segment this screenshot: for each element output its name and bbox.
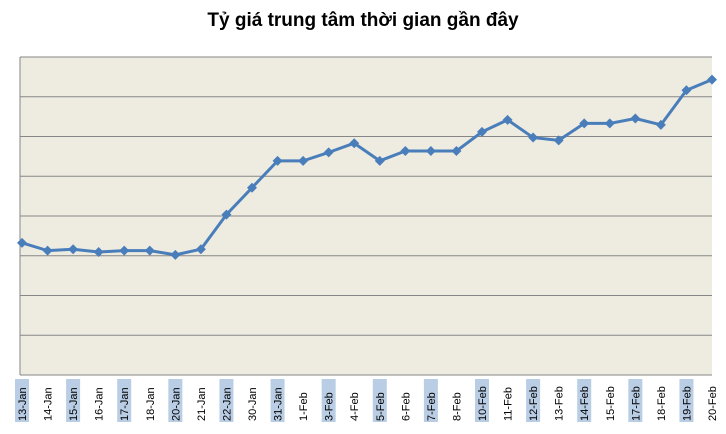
x-tick-label-bg	[449, 379, 464, 422]
x-tick-label-bg	[679, 379, 694, 422]
data-point	[681, 85, 692, 96]
x-tick-label: 15-Jan	[68, 387, 80, 421]
data-point	[528, 132, 539, 143]
x-tick-label-bg	[40, 379, 55, 422]
x-tick-label-bg	[475, 379, 489, 422]
x-tick-label: 16-Jan	[94, 387, 106, 421]
x-tick-label: 1-Feb	[298, 392, 310, 421]
x-tick-label: 30-Jan	[247, 387, 259, 421]
x-tick-label: 3-Feb	[324, 392, 336, 421]
x-tick-label: 17-Jan	[119, 387, 131, 421]
x-tick-label-bg	[193, 379, 208, 422]
x-tick-label-bg	[628, 379, 643, 422]
x-tick-label-bg	[219, 379, 234, 422]
data-point	[170, 249, 181, 260]
data-point	[425, 145, 436, 156]
data-point	[630, 113, 641, 124]
x-tick-label-bg	[526, 379, 541, 422]
x-tick-label-bg	[321, 379, 336, 422]
x-tick-label-bg	[91, 379, 106, 422]
data-point	[42, 245, 53, 256]
data-point	[323, 147, 334, 158]
x-tick-label-bg	[423, 379, 438, 422]
x-tick-label: 18-Feb	[656, 386, 668, 421]
x-tick-label-bg	[602, 379, 617, 422]
x-tick-label: 8-Feb	[451, 392, 463, 421]
data-point	[349, 138, 360, 149]
data-point	[374, 155, 385, 166]
data-point	[707, 74, 717, 85]
data-point	[553, 135, 564, 146]
x-tick-label-bg	[372, 379, 387, 422]
data-point	[93, 247, 104, 258]
data-point	[400, 145, 411, 156]
data-point	[119, 245, 130, 256]
x-tick-label: 5-Feb	[375, 392, 387, 421]
data-point	[247, 182, 257, 193]
x-tick-label-bg	[168, 379, 183, 422]
x-tick-label-bg	[270, 379, 285, 422]
x-tick-label-bg	[705, 379, 719, 422]
x-tick-label-bg	[245, 379, 259, 422]
data-point	[604, 118, 615, 129]
x-tick-label-bg	[551, 379, 566, 422]
x-tick-label: 12-Feb	[528, 386, 540, 421]
x-tick-label: 20-Jan	[170, 387, 182, 421]
x-tick-label: 15-Feb	[605, 386, 617, 421]
x-tick-label: 13-Feb	[554, 386, 566, 421]
x-tick-label-bg	[577, 379, 592, 422]
x-tick-label: 4-Feb	[349, 392, 361, 421]
data-point	[477, 126, 487, 137]
x-tick-label-bg	[66, 379, 81, 422]
data-point	[655, 119, 666, 130]
x-tick-label: 22-Jan	[221, 387, 233, 421]
x-tick-label: 13-Jan	[17, 387, 29, 421]
x-tick-label: 10-Feb	[477, 386, 489, 421]
data-point	[221, 209, 232, 220]
data-point	[451, 145, 462, 156]
x-tick-label: 18-Jan	[145, 387, 157, 421]
x-tick-label-bg	[500, 379, 515, 422]
x-tick-label: 17-Feb	[630, 386, 642, 421]
x-tick-label-bg	[296, 379, 311, 422]
data-point	[195, 244, 206, 255]
x-tick-label: 19-Feb	[681, 386, 693, 421]
x-tick-label-bg	[117, 379, 132, 422]
x-tick-label: 20-Feb	[707, 386, 719, 421]
x-tick-label: 6-Feb	[400, 392, 412, 421]
data-point	[579, 118, 590, 129]
data-point	[144, 245, 155, 256]
data-point	[272, 155, 283, 166]
x-tick-label-bg	[653, 379, 668, 422]
data-point	[68, 244, 79, 255]
series-line	[21, 78, 713, 257]
x-tick-label-bg	[142, 379, 157, 422]
data-point	[502, 114, 513, 125]
x-tick-label: 21-Jan	[196, 387, 208, 421]
data-point	[298, 155, 309, 166]
x-tick-label: 14-Feb	[579, 386, 591, 421]
x-tick-label-bg	[15, 379, 29, 422]
x-tick-label: 14-Jan	[43, 387, 55, 421]
x-tick-label: 7-Feb	[426, 392, 438, 421]
x-tick-label-bg	[398, 379, 413, 422]
chart-title: Tỷ giá trung tâm thời gian gần đây	[207, 10, 519, 31]
x-tick-label: 31-Jan	[273, 387, 285, 421]
x-tick-label: 11-Feb	[503, 387, 515, 421]
data-point	[17, 237, 27, 248]
x-tick-label-bg	[347, 379, 362, 422]
